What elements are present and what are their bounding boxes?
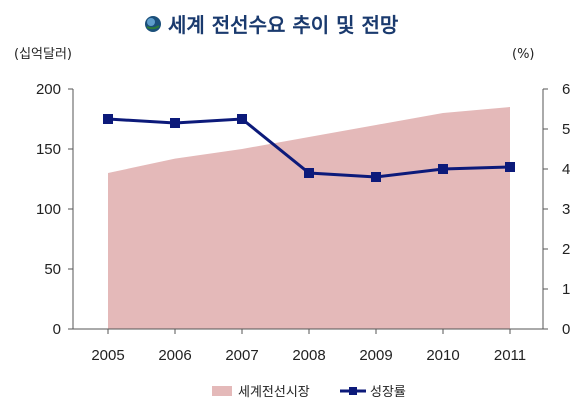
- legend-label-area: 세계전선시장: [238, 385, 310, 400]
- x-tick-label: 2009: [359, 347, 392, 364]
- left-tick-label: 150: [36, 141, 61, 158]
- x-tick-label: 2006: [158, 347, 191, 364]
- growth-point: [237, 114, 247, 124]
- growth-point: [304, 168, 314, 178]
- chart-title: 세계 전선수요 추이 및 전망: [168, 13, 399, 37]
- right-tick-label: 5: [562, 121, 570, 138]
- right-tick-label: 3: [562, 201, 570, 218]
- legend-swatch-marker: [349, 387, 357, 395]
- growth-point: [505, 162, 515, 172]
- growth-point: [371, 172, 381, 182]
- globe-icon: [145, 16, 161, 32]
- growth-point: [438, 164, 448, 174]
- x-tick-label: 2007: [225, 347, 258, 364]
- right-tick-label: 4: [562, 161, 570, 178]
- left-tick-label: 100: [36, 201, 61, 218]
- left-tick-label: 50: [44, 261, 61, 278]
- right-axis-ticks: 0 1 2 3 4 5 6: [543, 81, 570, 338]
- x-tick-label: 2008: [292, 347, 325, 364]
- right-axis-label: (%): [512, 47, 535, 62]
- legend-swatch-area: [212, 386, 232, 396]
- right-tick-label: 0: [562, 321, 570, 338]
- right-tick-label: 6: [562, 81, 570, 98]
- left-axis-label: (십억달러): [14, 47, 72, 62]
- legend: 세계전선시장 성장률: [212, 385, 406, 400]
- x-tick-label: 2010: [426, 347, 459, 364]
- line-series-layer: [103, 114, 515, 182]
- left-tick-label: 0: [53, 321, 61, 338]
- area-series-layer: [108, 107, 510, 329]
- right-tick-label: 1: [562, 281, 570, 298]
- growth-point: [170, 118, 180, 128]
- x-axis-ticks: 2005 2006 2007 2008 2009 2010 2011: [91, 329, 526, 364]
- area-series-market: [108, 107, 510, 329]
- title-group: 세계 전선수요 추이 및 전망: [145, 13, 399, 37]
- growth-point: [103, 114, 113, 124]
- right-tick-label: 2: [562, 241, 570, 258]
- legend-label-line: 성장률: [370, 385, 406, 400]
- left-tick-label: 200: [36, 81, 61, 98]
- x-tick-label: 2005: [91, 347, 124, 364]
- x-tick-label: 2011: [494, 347, 526, 364]
- left-axis-ticks: 0 50 100 150 200: [36, 81, 73, 338]
